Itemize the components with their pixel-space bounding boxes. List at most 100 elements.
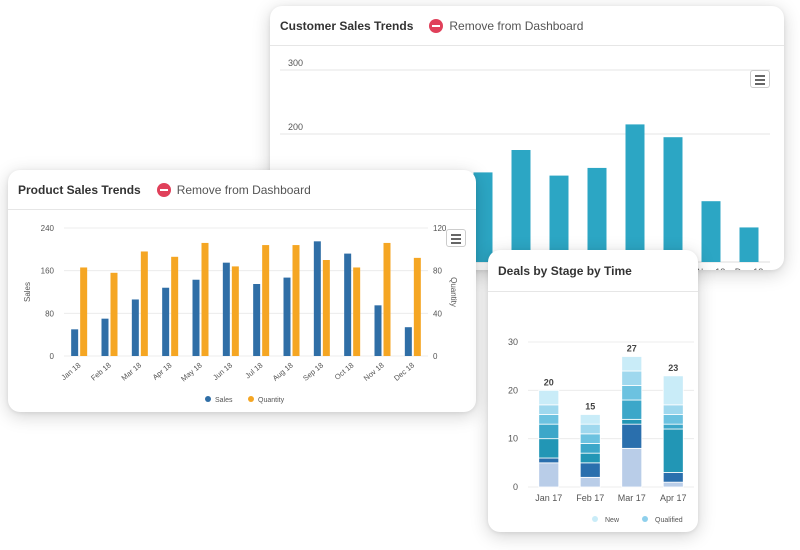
x-tick-label: Mar 17: [618, 493, 646, 503]
stacked-segment: [621, 447, 643, 488]
y-tick-label: 160: [41, 267, 55, 276]
stacked-segment: [579, 452, 601, 464]
y-tick-label: 20: [508, 385, 518, 395]
bar-sales: [222, 262, 230, 356]
bar: [473, 172, 493, 262]
legend-marker-qualified: [642, 516, 648, 522]
bar-sales: [253, 284, 261, 356]
y2-tick-label: 80: [433, 267, 442, 276]
y2-tick-label: 40: [433, 309, 442, 318]
product-remove-label: Remove from Dashboard: [176, 182, 311, 197]
y2-tick-label: 0: [433, 352, 438, 361]
stacked-segment: [662, 404, 684, 415]
y-tick-label: 0: [50, 352, 55, 361]
stacked-segment: [579, 476, 601, 488]
bar-quantity: [292, 245, 300, 356]
x-tick-label: Dec 18: [392, 361, 416, 383]
stacked-segment: [621, 385, 643, 401]
bar-quantity: [353, 267, 361, 356]
product-sales-chart: 0 80 160 240 0 40 80 120 Sales Quantity Jan 18 Feb …: [23, 224, 458, 404]
y-tick-label: 240: [41, 224, 55, 233]
bar-sales: [131, 299, 139, 356]
y2-tick-label: 120: [433, 224, 447, 233]
legend-label-quantity: Quantity: [258, 397, 285, 404]
bar: [511, 150, 531, 262]
customer-chart-menu-icon[interactable]: [750, 70, 770, 88]
bar-sales: [162, 287, 170, 356]
bar-quantity: [231, 266, 239, 356]
stacked-segment: [621, 399, 643, 420]
stacked-segment: [538, 438, 560, 459]
stacked-segment: [662, 481, 684, 488]
customer-remove-button[interactable]: Remove from Dashboard: [429, 18, 583, 33]
x-tick-label: May 18: [179, 361, 204, 384]
x-tick-label: Nov 18: [362, 361, 386, 383]
product-sales-card: Product Sales Trends Remove from Dashboa…: [8, 170, 476, 412]
x-tick-label: Jan 18: [59, 361, 82, 382]
deals-header: Deals by Stage by Time: [488, 250, 698, 292]
stacked-segment: [662, 428, 684, 473]
bar-quantity: [110, 272, 118, 356]
product-chart-menu-icon[interactable]: [446, 229, 466, 247]
bar: [663, 137, 683, 262]
x-tick-label: Mar 18: [119, 361, 143, 383]
x-tick-label: Apr 18: [151, 361, 174, 382]
stacked-segment: [538, 462, 560, 488]
legend-marker-sales: [205, 396, 211, 402]
stacked-segment: [579, 423, 601, 435]
total-label: 15: [585, 402, 595, 412]
y-tick-label: 10: [508, 434, 518, 444]
x-tick-label: Apr 17: [660, 493, 687, 503]
x-tick-label: Feb 17: [576, 493, 604, 503]
bar-quantity: [140, 251, 148, 356]
x-tick-label: May 18: [468, 267, 498, 270]
legend-marker-quantity: [248, 396, 254, 402]
product-sales-header: Product Sales Trends Remove from Dashboa…: [8, 170, 476, 210]
bar-quantity: [80, 267, 88, 356]
stacked-segment: [621, 370, 643, 386]
bar: [701, 201, 721, 262]
y-tick-label: 200: [288, 122, 303, 132]
y-tick-label: 80: [45, 309, 54, 318]
stacked-segment: [662, 472, 684, 483]
bar-sales: [283, 277, 291, 356]
y-axis-label: Sales: [23, 282, 32, 302]
stacked-segment: [538, 404, 560, 415]
bar-quantity: [171, 256, 179, 356]
bar: [739, 227, 759, 262]
bar-sales: [101, 318, 109, 356]
stacked-segment: [579, 462, 601, 478]
x-tick-label: Dec 18: [735, 267, 764, 270]
bar-sales: [71, 329, 79, 356]
x-tick-label: Feb 18: [89, 361, 113, 383]
minus-circle-icon: [429, 18, 444, 33]
bar-sales: [404, 327, 412, 356]
bar: [549, 175, 569, 262]
bar-sales: [192, 279, 200, 356]
legend-label-qualified: Qualified: [655, 517, 683, 524]
x-tick-label: Aug 18: [271, 361, 295, 383]
x-tick-label: Jul 18: [243, 361, 264, 381]
product-remove-button[interactable]: Remove from Dashboard: [156, 182, 311, 197]
stacked-segment: [579, 443, 601, 454]
stacked-segment: [662, 423, 684, 430]
deals-card: Deals by Stage by Time 0 10 20 30 20 Jan 17 15…: [488, 250, 698, 532]
customer-sales-header: Customer Sales Trends Remove from Dashbo…: [270, 6, 784, 46]
stacked-segment: [579, 414, 601, 425]
stacked-segment: [538, 414, 560, 425]
legend-label-sales: Sales: [215, 397, 233, 404]
deals-chart: 0 10 20 30 20 Jan 17 15 Feb 17 27 Mar 17 23 Apr 17 N…: [508, 337, 694, 524]
stacked-segment: [538, 389, 560, 406]
stacked-segment: [621, 423, 643, 449]
stacked-segment: [538, 457, 560, 464]
deals-title: Deals by Stage by Time: [498, 263, 632, 278]
x-tick-label: Oct 18: [333, 361, 356, 382]
bar-sales: [374, 305, 382, 356]
stacked-segment: [621, 356, 643, 372]
legend-label-new: New: [605, 517, 620, 524]
x-tick-label: Jun 18: [211, 361, 234, 382]
stacked-segment: [662, 414, 684, 425]
bar-sales: [313, 241, 321, 356]
legend-marker-new: [592, 516, 598, 522]
total-label: 20: [544, 377, 554, 387]
